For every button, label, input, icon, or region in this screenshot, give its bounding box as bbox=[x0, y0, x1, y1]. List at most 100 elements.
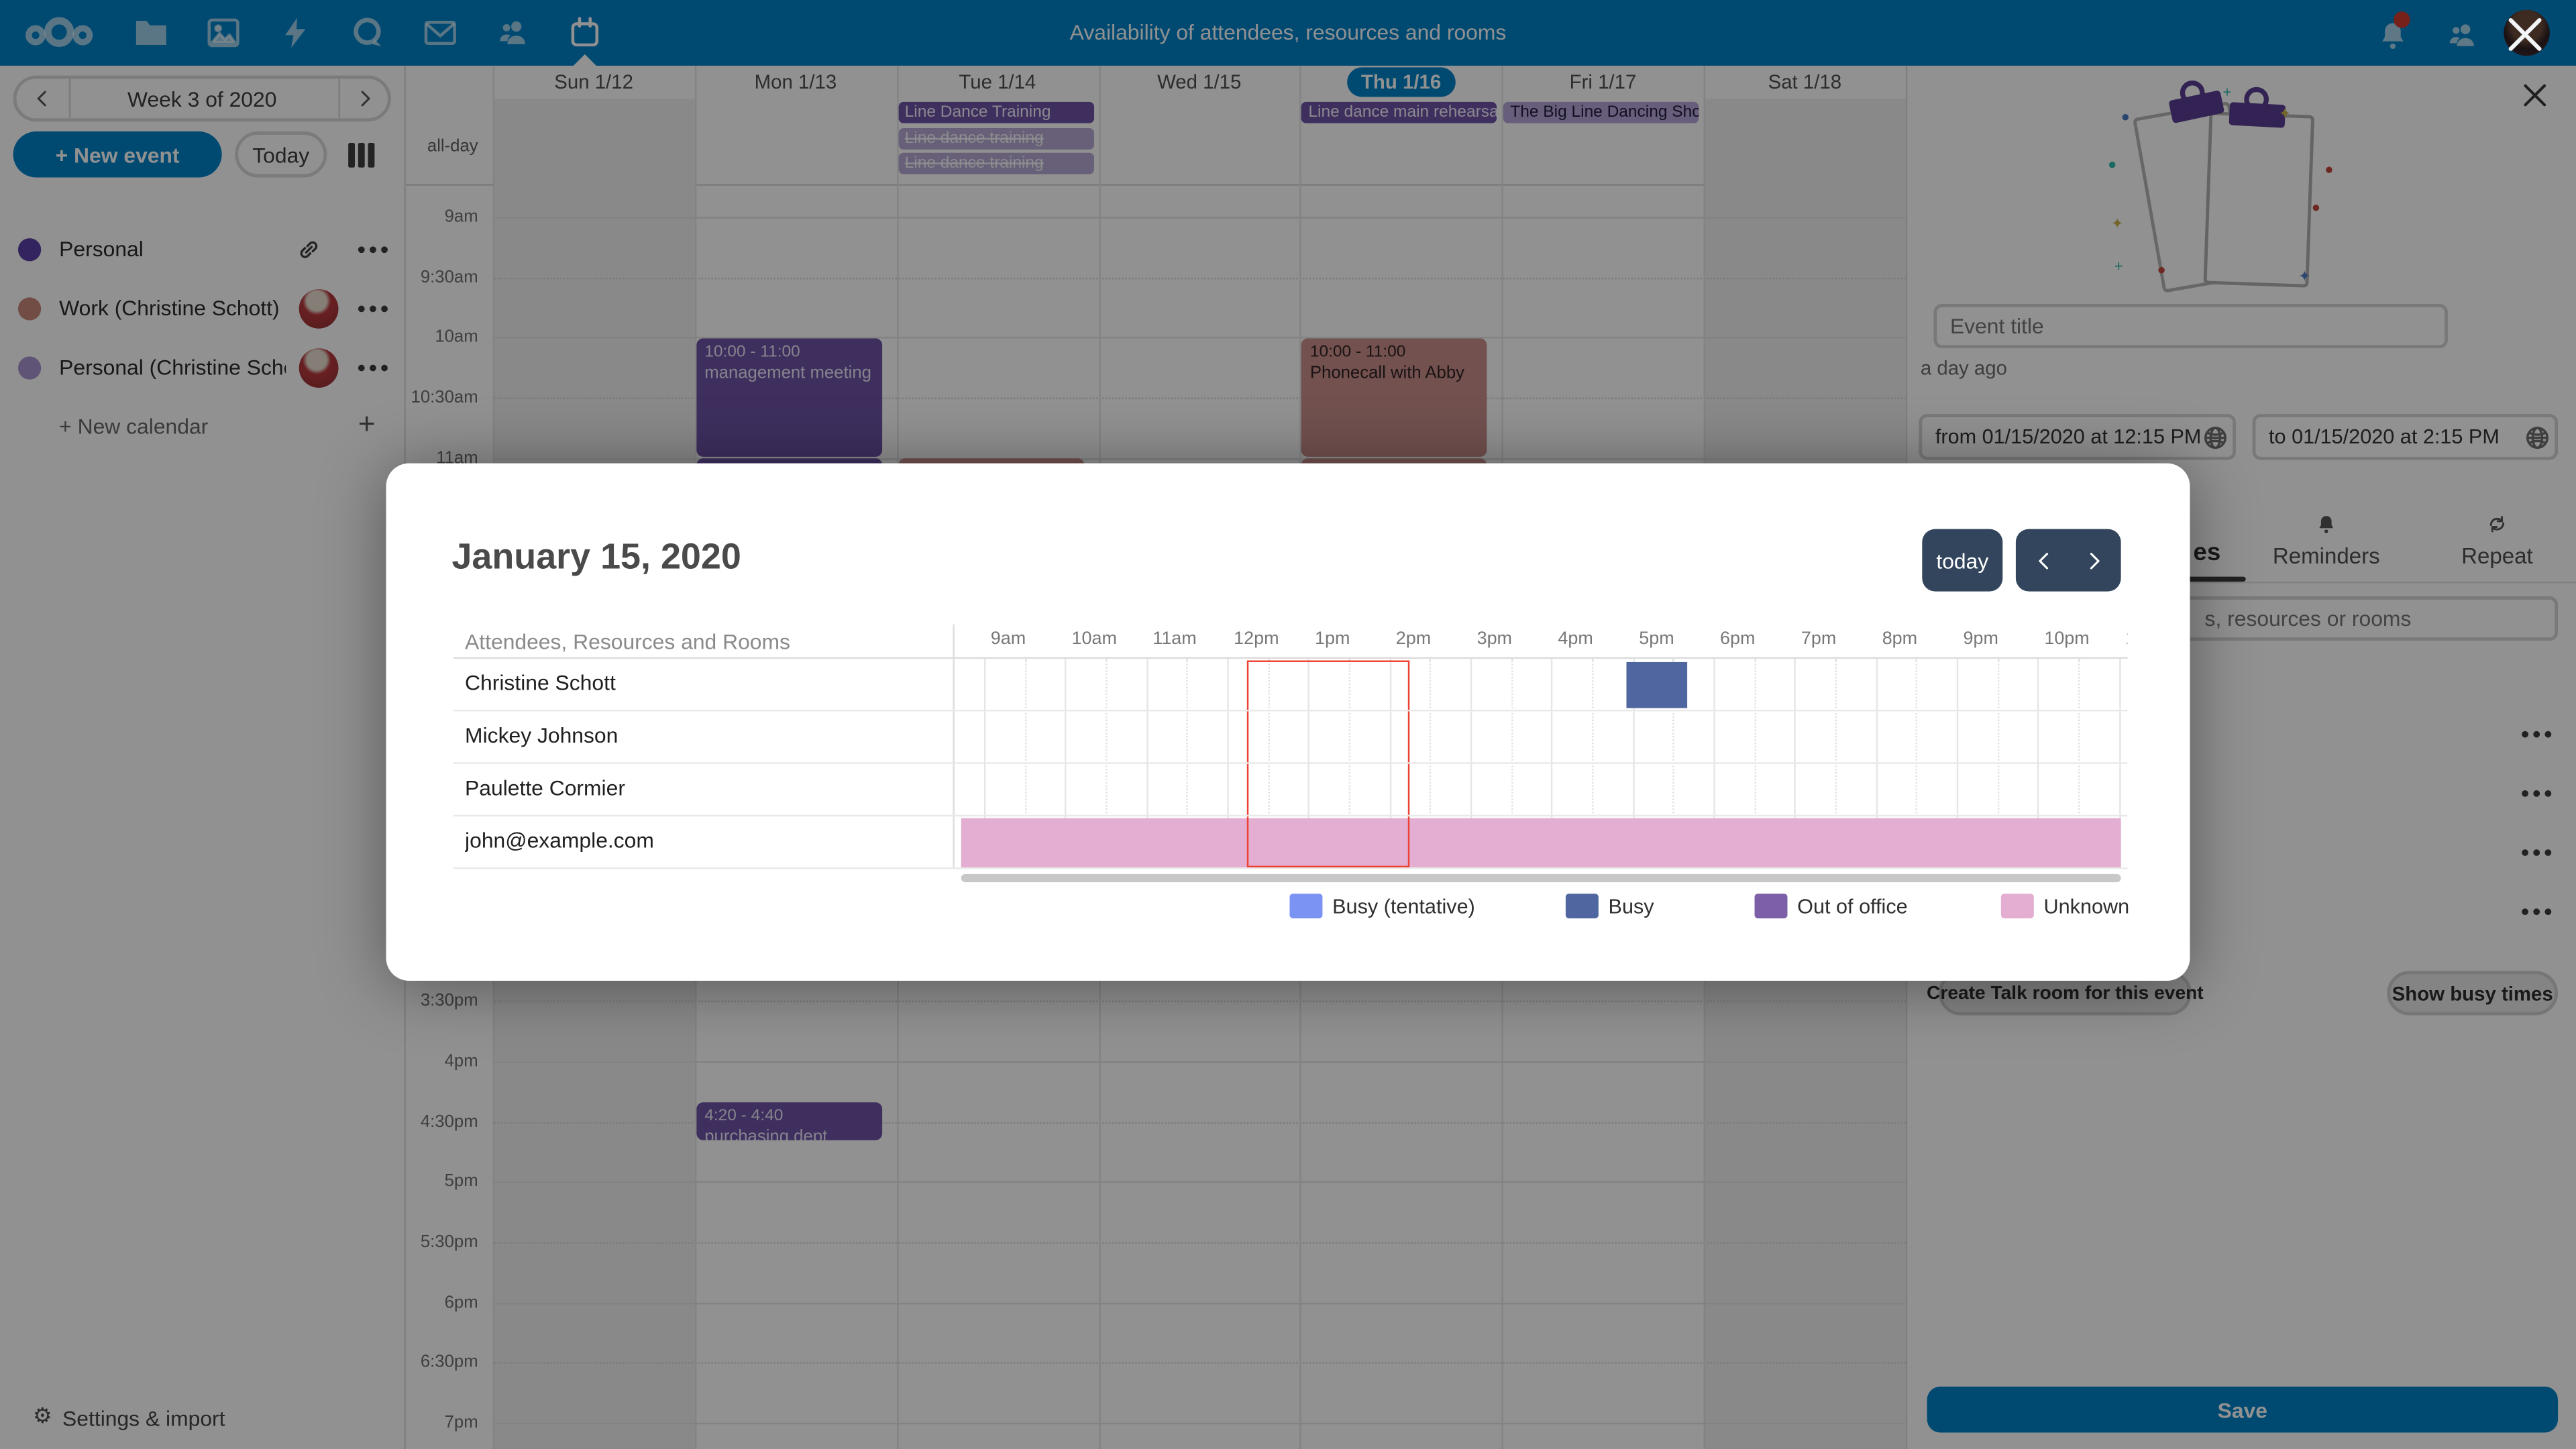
tab-repeat[interactable]: Repeat bbox=[2436, 513, 2558, 578]
grid-hour-line bbox=[2037, 659, 2039, 869]
calendar-list-item[interactable]: Personal bbox=[0, 223, 406, 276]
grid-hour-line bbox=[1794, 659, 1796, 869]
allday-label: all-day bbox=[427, 136, 478, 156]
attendee-row-menu-button[interactable] bbox=[2522, 731, 2552, 738]
grid-horizontal-scrollbar[interactable] bbox=[961, 873, 2121, 883]
grid-half-hour-line bbox=[1106, 659, 1108, 869]
tab-reminders-label: Reminders bbox=[2272, 543, 2380, 569]
grid-hour-line bbox=[1551, 659, 1554, 869]
allday-event[interactable]: Line dance training bbox=[898, 152, 1093, 174]
share-link-icon[interactable] bbox=[296, 237, 322, 263]
new-event-button[interactable]: + New event bbox=[13, 131, 222, 178]
allday-event[interactable]: Line dance training bbox=[898, 127, 1093, 149]
grid-half-hour-line bbox=[1511, 659, 1513, 869]
previous-week-button[interactable] bbox=[19, 82, 66, 115]
confetti-dot: + bbox=[2222, 83, 2232, 101]
files-icon[interactable] bbox=[131, 13, 171, 53]
calendar-color-dot bbox=[17, 356, 42, 380]
mail-icon[interactable] bbox=[421, 13, 460, 53]
selected-time-range[interactable] bbox=[1247, 660, 1410, 868]
day-header-label[interactable]: Sun 1/12 bbox=[554, 70, 633, 94]
today-button[interactable]: today bbox=[1922, 529, 2003, 592]
calendar-list-item[interactable]: Personal (Christine Scho...) bbox=[0, 341, 406, 394]
attendee-row-menu-button[interactable] bbox=[2522, 908, 2552, 916]
tab-reminders[interactable]: Reminders bbox=[2265, 513, 2387, 578]
legend-label: Busy (tentative) bbox=[1332, 895, 1475, 918]
end-date-field[interactable]: to 01/15/2020 at 2:15 PM bbox=[2252, 414, 2559, 460]
last-modified-label: a day ago bbox=[1920, 356, 2007, 380]
attendee-name: Mickey Johnson bbox=[465, 722, 619, 748]
allday-event[interactable]: The Big Line Dancing Show bbox=[1503, 101, 1699, 123]
talk-icon[interactable] bbox=[348, 13, 388, 53]
close-modal-icon[interactable] bbox=[2500, 10, 2549, 59]
calendar-owner-avatar bbox=[299, 289, 339, 329]
hour-gridline bbox=[492, 458, 1906, 460]
grid-half-hour-line bbox=[2078, 659, 2080, 869]
nextcloud-logo[interactable] bbox=[23, 13, 95, 53]
calendar-event[interactable]: 4:20 - 4:40 purchasing dept bbox=[696, 1102, 882, 1140]
timezone-globe-icon[interactable] bbox=[2202, 424, 2230, 452]
new-calendar-button[interactable]: + New calendar + bbox=[0, 407, 406, 447]
calendar-menu-button[interactable] bbox=[358, 364, 388, 372]
allday-event[interactable]: Line dance main rehearsal bbox=[1301, 101, 1497, 123]
grid-half-hour-line bbox=[1916, 659, 1918, 869]
contacts-menu-icon[interactable] bbox=[2441, 15, 2481, 54]
week-label[interactable]: Week 3 of 2020 bbox=[127, 87, 277, 112]
grid-hour-line bbox=[983, 659, 986, 869]
settings-import-button[interactable]: ⚙ Settings & import bbox=[0, 1400, 406, 1436]
grid-hour-line bbox=[1470, 659, 1472, 869]
clipboard-ring bbox=[2244, 87, 2269, 112]
day-header-label[interactable]: Wed 1/15 bbox=[1157, 70, 1242, 94]
calendar-name: Personal bbox=[59, 236, 144, 262]
event-title-input[interactable] bbox=[1933, 304, 2448, 349]
view-columns-icon[interactable] bbox=[348, 143, 375, 168]
attendee-row-border bbox=[453, 814, 2128, 817]
grid-half-hour-line bbox=[1672, 659, 1675, 869]
calendar-event[interactable]: 10:00 - 11:00 Phonecall with Abby bbox=[1301, 338, 1487, 457]
repeat-icon bbox=[2485, 513, 2508, 535]
grid-hour-line bbox=[1146, 659, 1148, 869]
attendee-row-menu-button[interactable] bbox=[2522, 790, 2552, 797]
grid-half-hour-line bbox=[1754, 659, 1756, 869]
calendar-menu-button[interactable] bbox=[358, 246, 388, 254]
grid-hour-line bbox=[1713, 659, 1715, 869]
save-button[interactable]: Save bbox=[1927, 1386, 2559, 1433]
photos-icon[interactable] bbox=[204, 13, 244, 53]
legend-label: Out of office bbox=[1797, 895, 1908, 918]
day-header-label[interactable]: Tue 1/14 bbox=[959, 70, 1036, 94]
day-header: Sun 1/12 bbox=[493, 66, 695, 99]
calendar-event[interactable]: 10:00 - 11:00 management meeting bbox=[696, 338, 882, 457]
hour-gridline bbox=[492, 1061, 1906, 1063]
next-week-button[interactable] bbox=[341, 82, 388, 115]
notifications-bell-icon[interactable] bbox=[2372, 11, 2412, 54]
day-header-label[interactable]: Fri 1/17 bbox=[1569, 70, 1637, 94]
timezone-globe-icon[interactable] bbox=[2524, 424, 2552, 452]
previous-day-button[interactable] bbox=[2019, 529, 2068, 592]
day-header-label[interactable]: Sat 1/18 bbox=[1768, 70, 1842, 94]
activity-icon[interactable] bbox=[276, 13, 315, 53]
contacts-icon[interactable] bbox=[493, 13, 533, 53]
event-time: 10:00 - 11:00 bbox=[1309, 343, 1406, 362]
attendee-row-menu-button[interactable] bbox=[2522, 849, 2552, 856]
start-date-field[interactable]: from 01/15/2020 at 12:15 PM bbox=[1919, 414, 2237, 460]
calendar-color-dot bbox=[17, 238, 42, 262]
new-calendar-label: + New calendar bbox=[59, 414, 209, 439]
day-header-label[interactable]: Mon 1/13 bbox=[754, 70, 837, 94]
top-bar: Availability of attendees, resources and… bbox=[0, 0, 2576, 66]
allday-event[interactable]: Line Dance Training bbox=[898, 101, 1093, 123]
next-day-button[interactable] bbox=[2068, 529, 2117, 592]
attendee-name: john@example.com bbox=[465, 828, 654, 853]
allday-bottom-border bbox=[405, 184, 1906, 186]
event-illustration: + ✦ ● ● ● ● ✦ + ● ✦ bbox=[2088, 78, 2384, 295]
calendar-icon[interactable] bbox=[565, 13, 604, 53]
show-busy-times-button[interactable]: Show busy times bbox=[2387, 971, 2559, 1016]
calendar-list-item[interactable]: Work (Christine Schott) bbox=[0, 282, 406, 335]
settings-import-label: Settings & import bbox=[62, 1406, 225, 1432]
calendar-menu-button[interactable] bbox=[358, 305, 388, 313]
today-button-sidebar[interactable]: Today bbox=[235, 131, 327, 178]
close-editor-icon[interactable] bbox=[2518, 79, 2555, 115]
hour-gridline bbox=[492, 337, 1906, 339]
half-hour-gridline bbox=[492, 1362, 1906, 1364]
confetti-dot: ● bbox=[2108, 156, 2117, 173]
day-header-today-pill[interactable]: Thu 1/16 bbox=[1346, 67, 1456, 97]
